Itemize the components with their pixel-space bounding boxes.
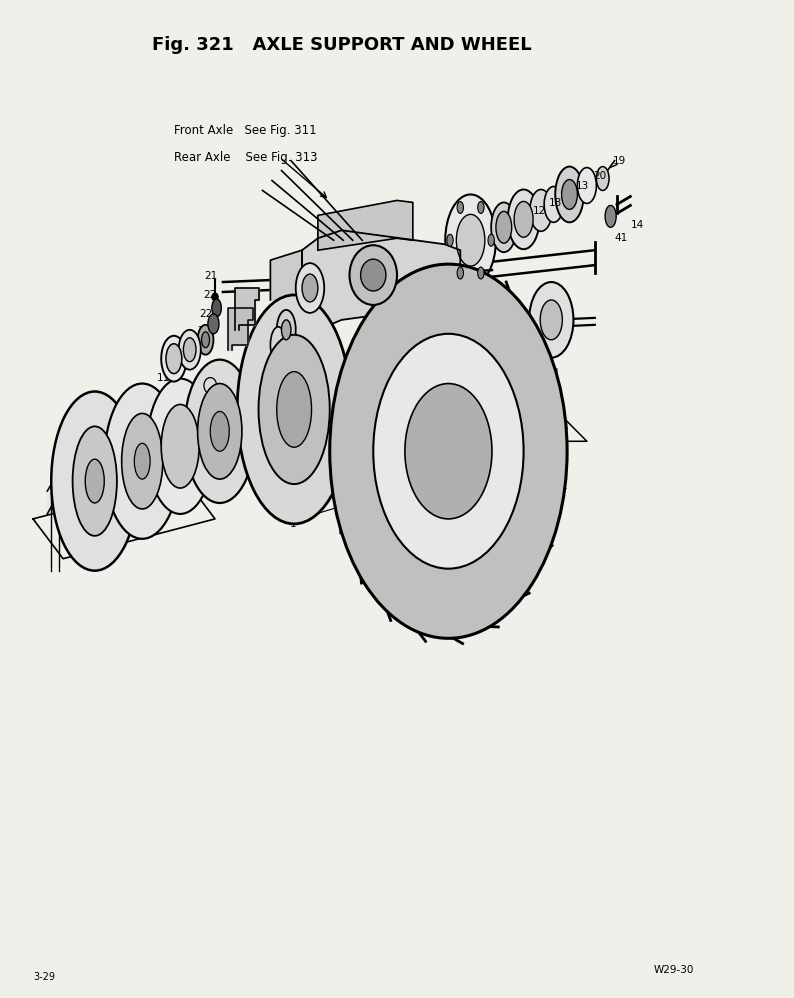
Ellipse shape xyxy=(259,334,330,484)
Text: 7: 7 xyxy=(294,350,301,360)
Text: W29-30: W29-30 xyxy=(653,965,694,975)
Ellipse shape xyxy=(161,335,187,381)
Text: 6: 6 xyxy=(140,471,146,481)
Text: 22: 22 xyxy=(199,309,213,319)
Ellipse shape xyxy=(212,299,222,317)
Text: 3-29: 3-29 xyxy=(33,972,55,982)
Ellipse shape xyxy=(491,203,516,252)
Text: 10: 10 xyxy=(172,357,185,367)
Ellipse shape xyxy=(478,267,484,279)
Text: Fig. 321   AXLE SUPPORT AND WHEEL: Fig. 321 AXLE SUPPORT AND WHEEL xyxy=(152,36,531,54)
Ellipse shape xyxy=(508,190,539,250)
Ellipse shape xyxy=(540,300,562,339)
Ellipse shape xyxy=(237,295,351,524)
Text: 22: 22 xyxy=(203,290,217,300)
Ellipse shape xyxy=(104,383,180,539)
Polygon shape xyxy=(229,308,253,349)
Text: 19: 19 xyxy=(613,156,626,166)
Ellipse shape xyxy=(183,337,196,361)
Ellipse shape xyxy=(85,459,104,503)
Ellipse shape xyxy=(488,235,495,247)
Ellipse shape xyxy=(208,314,219,333)
Ellipse shape xyxy=(577,168,596,204)
Text: 20: 20 xyxy=(593,171,607,181)
Ellipse shape xyxy=(496,212,511,244)
Text: └ See Fig. 312 Front Axle: └ See Fig. 312 Front Axle xyxy=(349,410,479,421)
Text: 8: 8 xyxy=(286,334,293,344)
Polygon shape xyxy=(271,250,302,300)
Ellipse shape xyxy=(544,187,563,223)
Ellipse shape xyxy=(445,195,496,286)
Text: 16: 16 xyxy=(217,384,229,394)
Ellipse shape xyxy=(161,404,199,488)
Text: 2: 2 xyxy=(263,426,269,436)
Text: 5: 5 xyxy=(112,484,119,494)
Ellipse shape xyxy=(457,267,464,279)
Text: 11: 11 xyxy=(156,372,170,382)
Text: 6: 6 xyxy=(279,366,285,376)
Text: 18: 18 xyxy=(549,199,562,209)
Ellipse shape xyxy=(330,264,567,639)
Ellipse shape xyxy=(596,167,609,191)
Ellipse shape xyxy=(271,326,286,362)
Ellipse shape xyxy=(478,202,484,214)
Text: Rear Axle    See Fig. 313: Rear Axle See Fig. 313 xyxy=(174,151,318,164)
Ellipse shape xyxy=(529,282,573,357)
Ellipse shape xyxy=(179,329,201,369)
Text: 3: 3 xyxy=(177,454,183,464)
Ellipse shape xyxy=(282,320,291,339)
Ellipse shape xyxy=(198,324,214,354)
Text: 4: 4 xyxy=(58,508,65,518)
Text: 21: 21 xyxy=(205,271,218,281)
Ellipse shape xyxy=(302,274,318,302)
Ellipse shape xyxy=(121,413,163,509)
Ellipse shape xyxy=(405,383,492,519)
Ellipse shape xyxy=(198,383,242,479)
Text: 13: 13 xyxy=(576,181,589,191)
Ellipse shape xyxy=(277,310,295,349)
Text: 23: 23 xyxy=(198,325,211,335)
Text: 17: 17 xyxy=(561,191,575,201)
Text: 1: 1 xyxy=(290,519,297,529)
Ellipse shape xyxy=(134,443,150,479)
Polygon shape xyxy=(318,201,413,250)
Text: See Fig. 314 Rear Axle: See Fig. 314 Rear Axle xyxy=(359,427,476,437)
Ellipse shape xyxy=(349,246,397,305)
Ellipse shape xyxy=(52,391,138,571)
Ellipse shape xyxy=(184,359,256,503)
Ellipse shape xyxy=(457,215,485,266)
Text: 9: 9 xyxy=(198,342,204,352)
Ellipse shape xyxy=(605,206,616,228)
Polygon shape xyxy=(235,288,259,329)
Ellipse shape xyxy=(447,235,453,247)
Ellipse shape xyxy=(360,259,386,291)
Ellipse shape xyxy=(514,202,533,238)
Ellipse shape xyxy=(530,190,552,232)
Ellipse shape xyxy=(555,167,584,223)
Text: 15: 15 xyxy=(203,396,217,406)
Ellipse shape xyxy=(166,343,182,373)
Ellipse shape xyxy=(202,331,210,347)
Text: 12: 12 xyxy=(533,207,546,217)
Ellipse shape xyxy=(277,371,311,447)
Text: Front Axle   See Fig. 311: Front Axle See Fig. 311 xyxy=(174,125,317,138)
Ellipse shape xyxy=(561,180,577,210)
Text: 11: 11 xyxy=(458,229,472,239)
Text: 9: 9 xyxy=(514,217,521,227)
Ellipse shape xyxy=(457,202,464,214)
Polygon shape xyxy=(48,449,72,514)
Ellipse shape xyxy=(373,333,523,569)
Ellipse shape xyxy=(210,411,229,451)
Polygon shape xyxy=(302,231,461,329)
Ellipse shape xyxy=(212,293,218,301)
Text: 14: 14 xyxy=(630,221,644,231)
Ellipse shape xyxy=(72,426,117,536)
Ellipse shape xyxy=(295,263,324,313)
Ellipse shape xyxy=(147,378,214,514)
Text: 41: 41 xyxy=(615,234,628,244)
